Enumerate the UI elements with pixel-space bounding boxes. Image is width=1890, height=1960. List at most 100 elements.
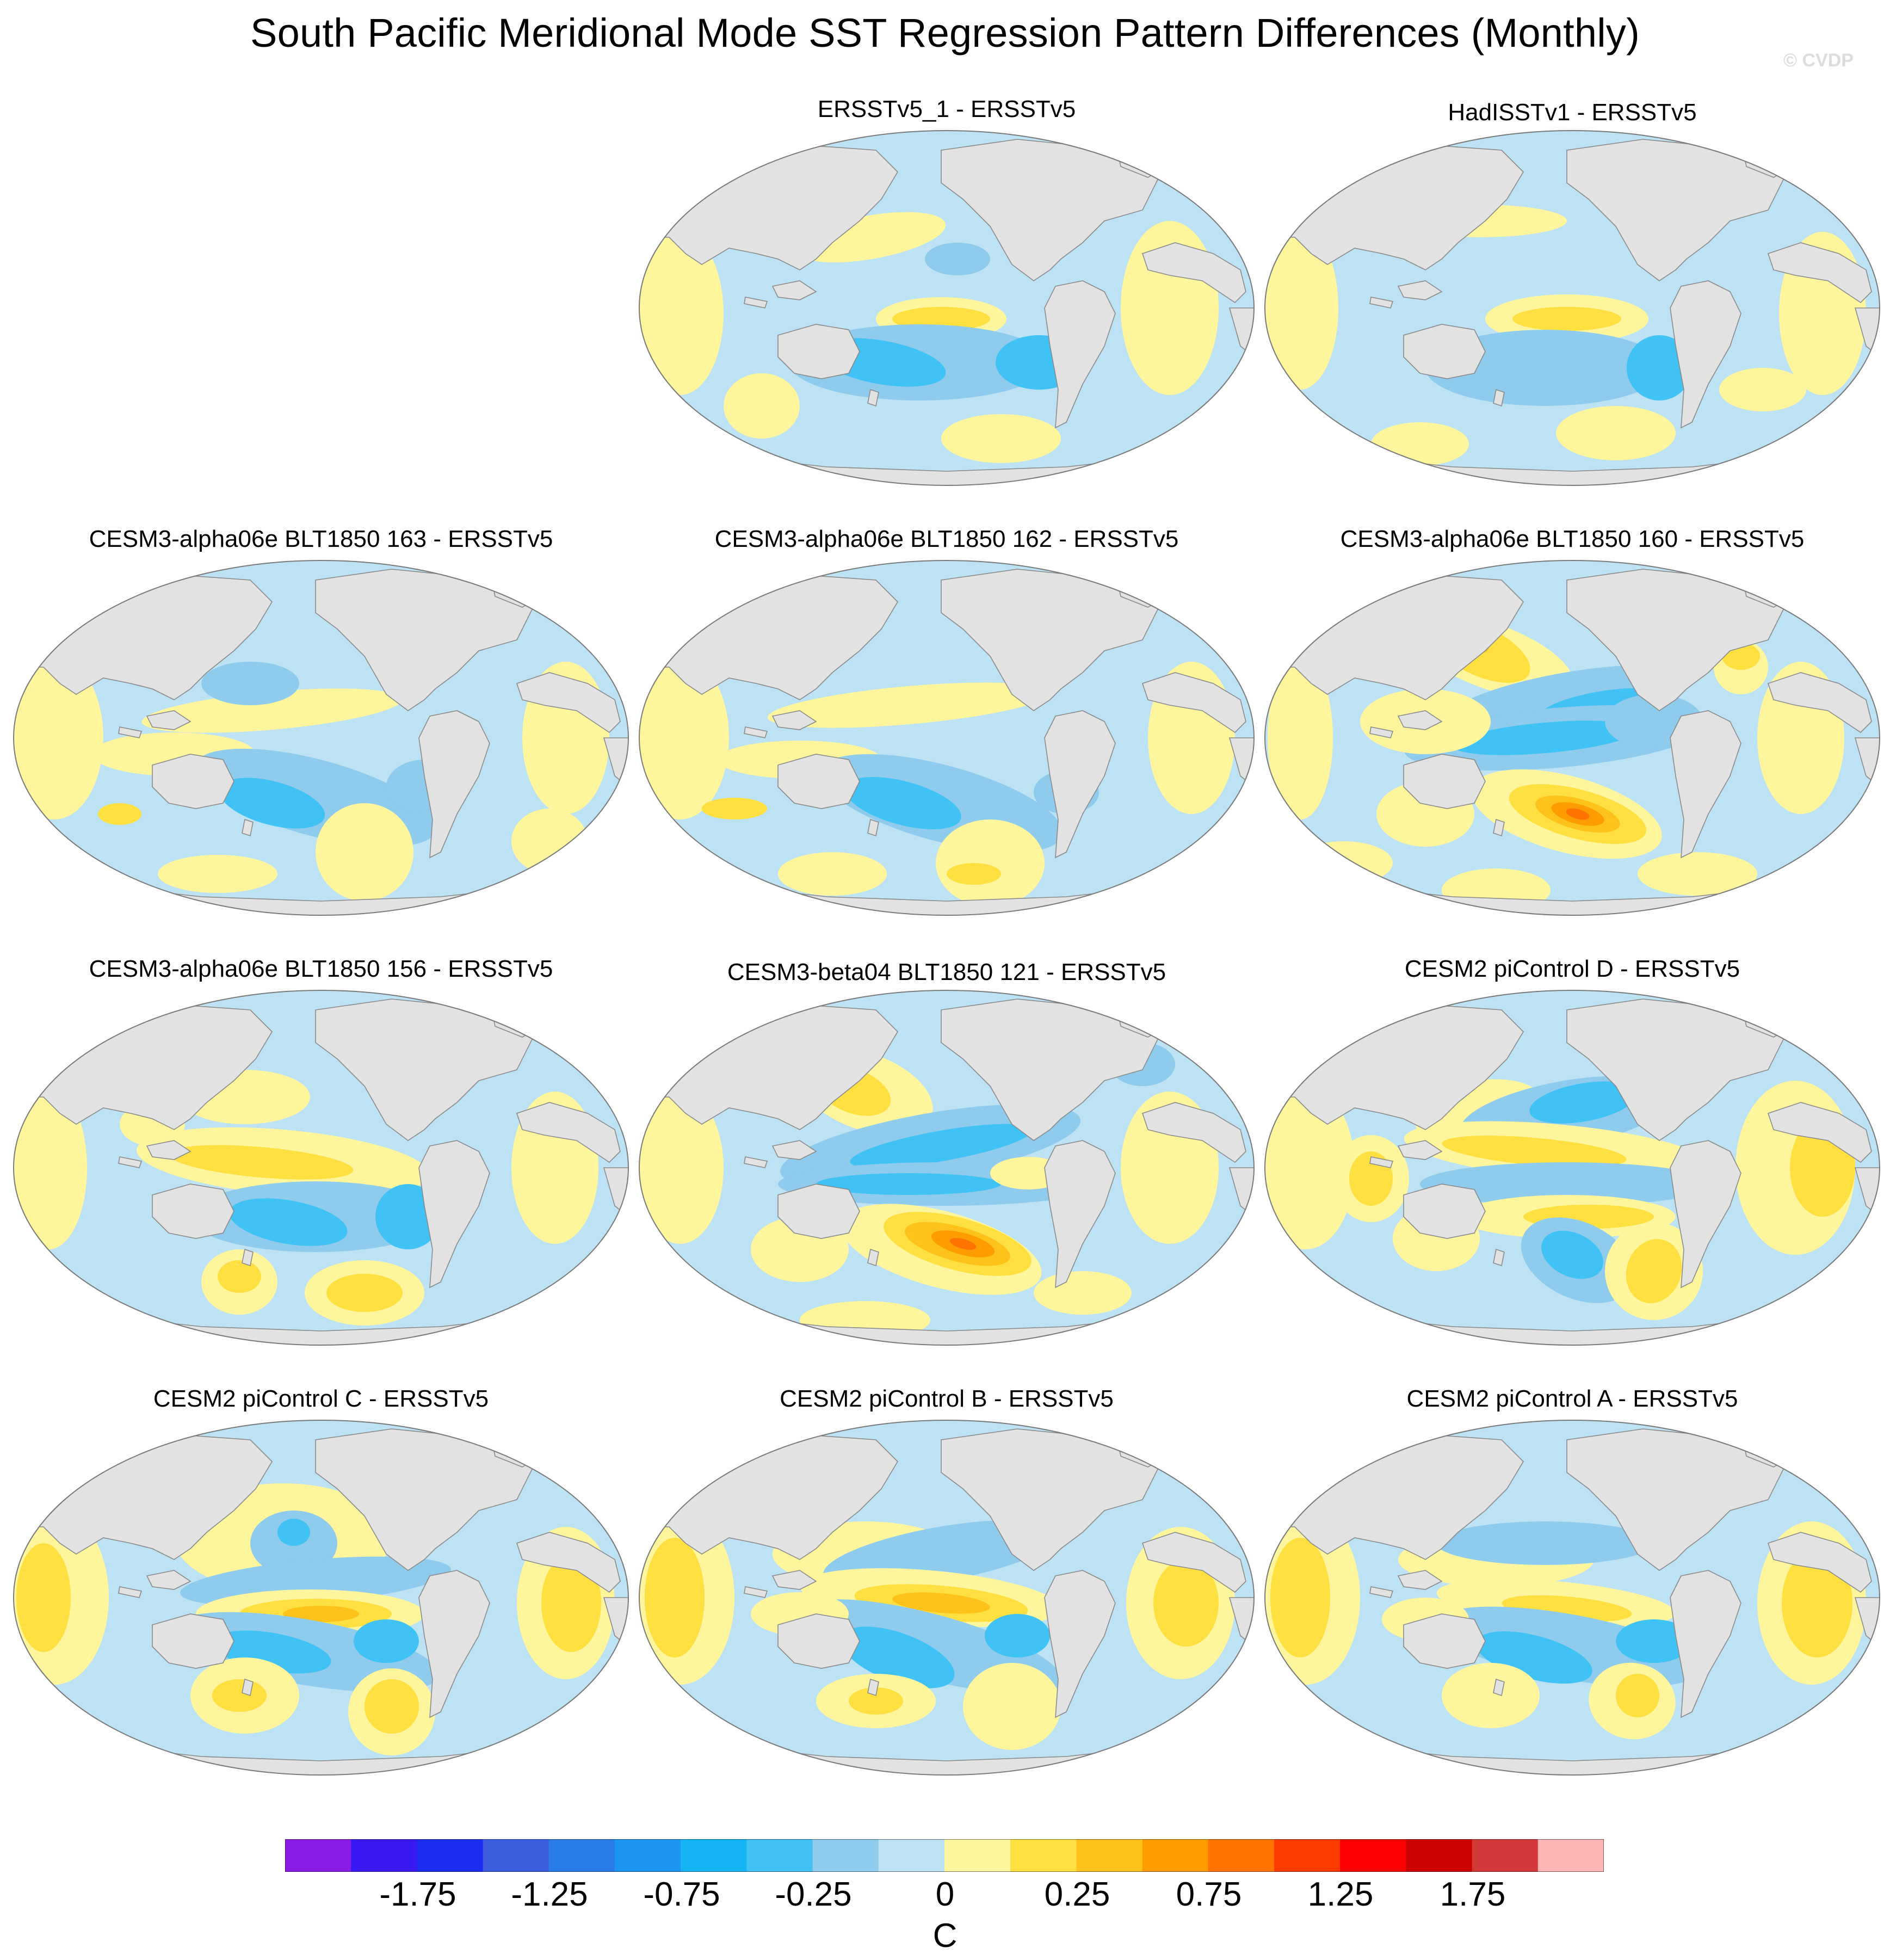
land-mass xyxy=(777,324,860,379)
map-border xyxy=(1264,560,1880,916)
anomaly-contour xyxy=(850,1124,1033,1168)
colorbar xyxy=(285,1839,1604,1872)
land-mass xyxy=(1141,1532,1246,1593)
map-border xyxy=(639,990,1255,1346)
land-mass xyxy=(867,389,879,407)
land-mass xyxy=(1369,1156,1394,1168)
land-mass xyxy=(516,1102,621,1163)
anomaly-contour xyxy=(1153,1560,1219,1647)
land-mass xyxy=(777,1184,860,1239)
land-mass xyxy=(744,297,768,309)
anomaly-contour xyxy=(1626,1239,1682,1303)
anomaly-contour xyxy=(639,1092,724,1244)
land-mass xyxy=(744,1586,768,1598)
map-panel-6 xyxy=(13,990,629,1346)
panel-title-5: CESM3-alpha06e BLT1850 160 - ERSSTv5 xyxy=(1340,526,1805,552)
land-mass xyxy=(1044,1140,1116,1289)
anomaly-contour xyxy=(1034,1271,1132,1315)
watermark: © CVDP xyxy=(1783,50,1854,71)
anomaly-contour xyxy=(1265,1086,1355,1249)
map-border xyxy=(639,130,1255,486)
colorbar-swatch xyxy=(746,1839,813,1872)
anomaly-contour xyxy=(212,1679,267,1712)
land-mass xyxy=(771,1570,817,1590)
colorbar-swatch xyxy=(417,1839,484,1872)
colorbar-swatch xyxy=(1472,1839,1539,1872)
anomaly-contour xyxy=(1638,852,1757,896)
land-mass xyxy=(1670,280,1741,429)
anomaly-contour xyxy=(892,1592,990,1614)
land-mass xyxy=(1670,710,1741,859)
land-mass xyxy=(771,1140,817,1160)
colorbar-swatch xyxy=(1406,1839,1473,1872)
colorbar-swatch xyxy=(1340,1839,1406,1872)
colorbar-swatch xyxy=(944,1839,1011,1872)
land-mass xyxy=(1044,710,1116,859)
panel-title-2: HadISSTv1 - ERSSTv5 xyxy=(1448,99,1697,126)
anomaly-contour xyxy=(1616,1674,1659,1717)
land-mass xyxy=(777,1613,860,1669)
anomaly-contour xyxy=(354,1619,419,1663)
anomaly-contour xyxy=(816,1173,1001,1195)
land-mass xyxy=(1767,672,1872,734)
anomaly-contour xyxy=(541,1554,601,1652)
land-mass xyxy=(744,1156,768,1168)
anomaly-contour xyxy=(1529,1081,1637,1124)
land-mass xyxy=(867,818,879,837)
land-mass xyxy=(771,710,817,730)
land-mass xyxy=(1403,324,1486,379)
anomaly-contour xyxy=(639,656,729,819)
map-border xyxy=(1264,130,1880,486)
land-mass xyxy=(771,280,817,300)
map-border xyxy=(639,1420,1255,1776)
land-mass xyxy=(1493,1248,1505,1267)
land-mass xyxy=(418,1140,490,1289)
map-panel-10 xyxy=(639,1420,1255,1776)
land-mass xyxy=(152,1613,234,1669)
panel-title-7: CESM3-beta04 BLT1850 121 - ERSSTv5 xyxy=(727,959,1166,985)
land-mass xyxy=(1670,1140,1741,1289)
anomaly-contour xyxy=(98,803,141,825)
land-mass xyxy=(1670,1570,1741,1718)
colorbar-tick-label: 1.75 xyxy=(1440,1876,1506,1913)
land-mass xyxy=(146,1570,192,1590)
colorbar-swatch xyxy=(615,1839,681,1872)
anomaly-contour xyxy=(1270,1538,1330,1657)
colorbar-tick-label: 1.25 xyxy=(1307,1876,1374,1913)
land-mass xyxy=(1493,1678,1505,1697)
anomaly-contour xyxy=(702,798,767,819)
land-mass xyxy=(1403,1613,1486,1669)
panel-title-4: CESM3-alpha06e BLT1850 162 - ERSSTv5 xyxy=(714,526,1179,552)
panel-title-8: CESM2 piControl D - ERSSTv5 xyxy=(1404,956,1740,982)
land-mass xyxy=(242,1678,254,1697)
map-panel-2 xyxy=(1264,130,1880,486)
panel-title-10: CESM2 piControl B - ERSSTv5 xyxy=(780,1385,1114,1412)
map-panel-3 xyxy=(13,560,629,916)
land-mass xyxy=(152,754,234,809)
anomaly-contour xyxy=(1295,841,1393,885)
land-mass xyxy=(418,1570,490,1718)
anomaly-contour xyxy=(941,414,1061,463)
land-mass xyxy=(1397,1140,1443,1160)
anomaly-contour xyxy=(1453,720,1638,755)
anomaly-contour xyxy=(511,809,588,874)
map-border xyxy=(13,990,629,1346)
land-mass xyxy=(1397,710,1443,730)
anomaly-contour xyxy=(158,855,277,893)
anomaly-contour xyxy=(963,1663,1061,1750)
anomaly-contour xyxy=(1265,226,1338,390)
anomaly-contour xyxy=(277,1519,310,1546)
map-border xyxy=(13,1420,629,1776)
panel-title-1: ERSSTv5_1 - ERSSTv5 xyxy=(817,96,1076,122)
map-panel-9 xyxy=(13,1420,629,1776)
colorbar-swatch xyxy=(878,1839,945,1872)
anomaly-contour xyxy=(949,1238,977,1250)
anomaly-contour xyxy=(16,1543,71,1652)
panel-title-3: CESM3-alpha06e BLT1850 163 - ERSSTv5 xyxy=(89,526,553,552)
anomaly-contour xyxy=(1442,1663,1540,1728)
anomaly-contour xyxy=(283,1606,359,1622)
land-mass xyxy=(118,1586,143,1598)
colorbar-swatch xyxy=(812,1839,879,1872)
anomaly-contour xyxy=(724,373,800,439)
anomaly-contour xyxy=(201,662,299,705)
